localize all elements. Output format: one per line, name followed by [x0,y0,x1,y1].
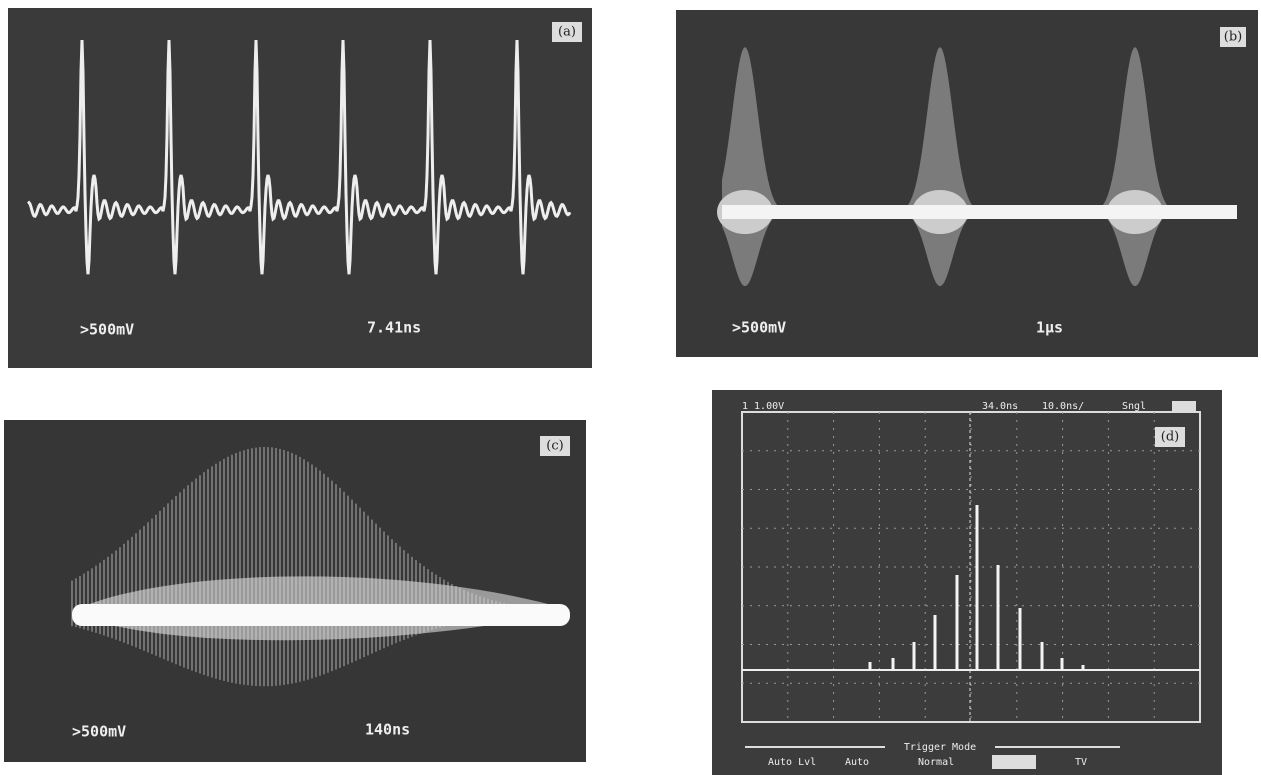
panel-d [712,390,1222,775]
time: 140ns [365,721,410,739]
panel-label: (a) [558,25,576,40]
menu-title: Trigger Mode [904,742,976,753]
center-band [72,604,570,626]
mode-box [1172,401,1196,411]
delay: 34.0ns [982,401,1018,412]
panel-label: (c) [546,439,563,454]
timebase: 10.0ns/ [1042,401,1084,412]
channel: 1 1.00V [742,401,784,412]
menu-item: Normal [918,757,954,768]
panel-label: (d) [1161,430,1179,445]
menu-item: Auto Lvl [768,757,816,768]
panel-label: (b) [1224,30,1242,45]
menu-item: TV [1075,757,1087,768]
volts: >500mV [80,321,134,339]
time: 7.41ns [367,319,421,337]
page: (a) >500mV 7.41ns (b) >500mV 1μs (c) >50… [0,0,1261,775]
menu-selected [992,755,1036,769]
volts: >500mV [72,723,126,741]
menu-item: Auto [845,757,869,768]
time: 1μs [1036,319,1063,337]
mode: Sngl [1122,401,1146,412]
baseline [722,205,1237,219]
volts: >500mV [732,319,786,337]
figure: (a) >500mV 7.41ns (b) >500mV 1μs (c) >50… [0,0,1261,775]
